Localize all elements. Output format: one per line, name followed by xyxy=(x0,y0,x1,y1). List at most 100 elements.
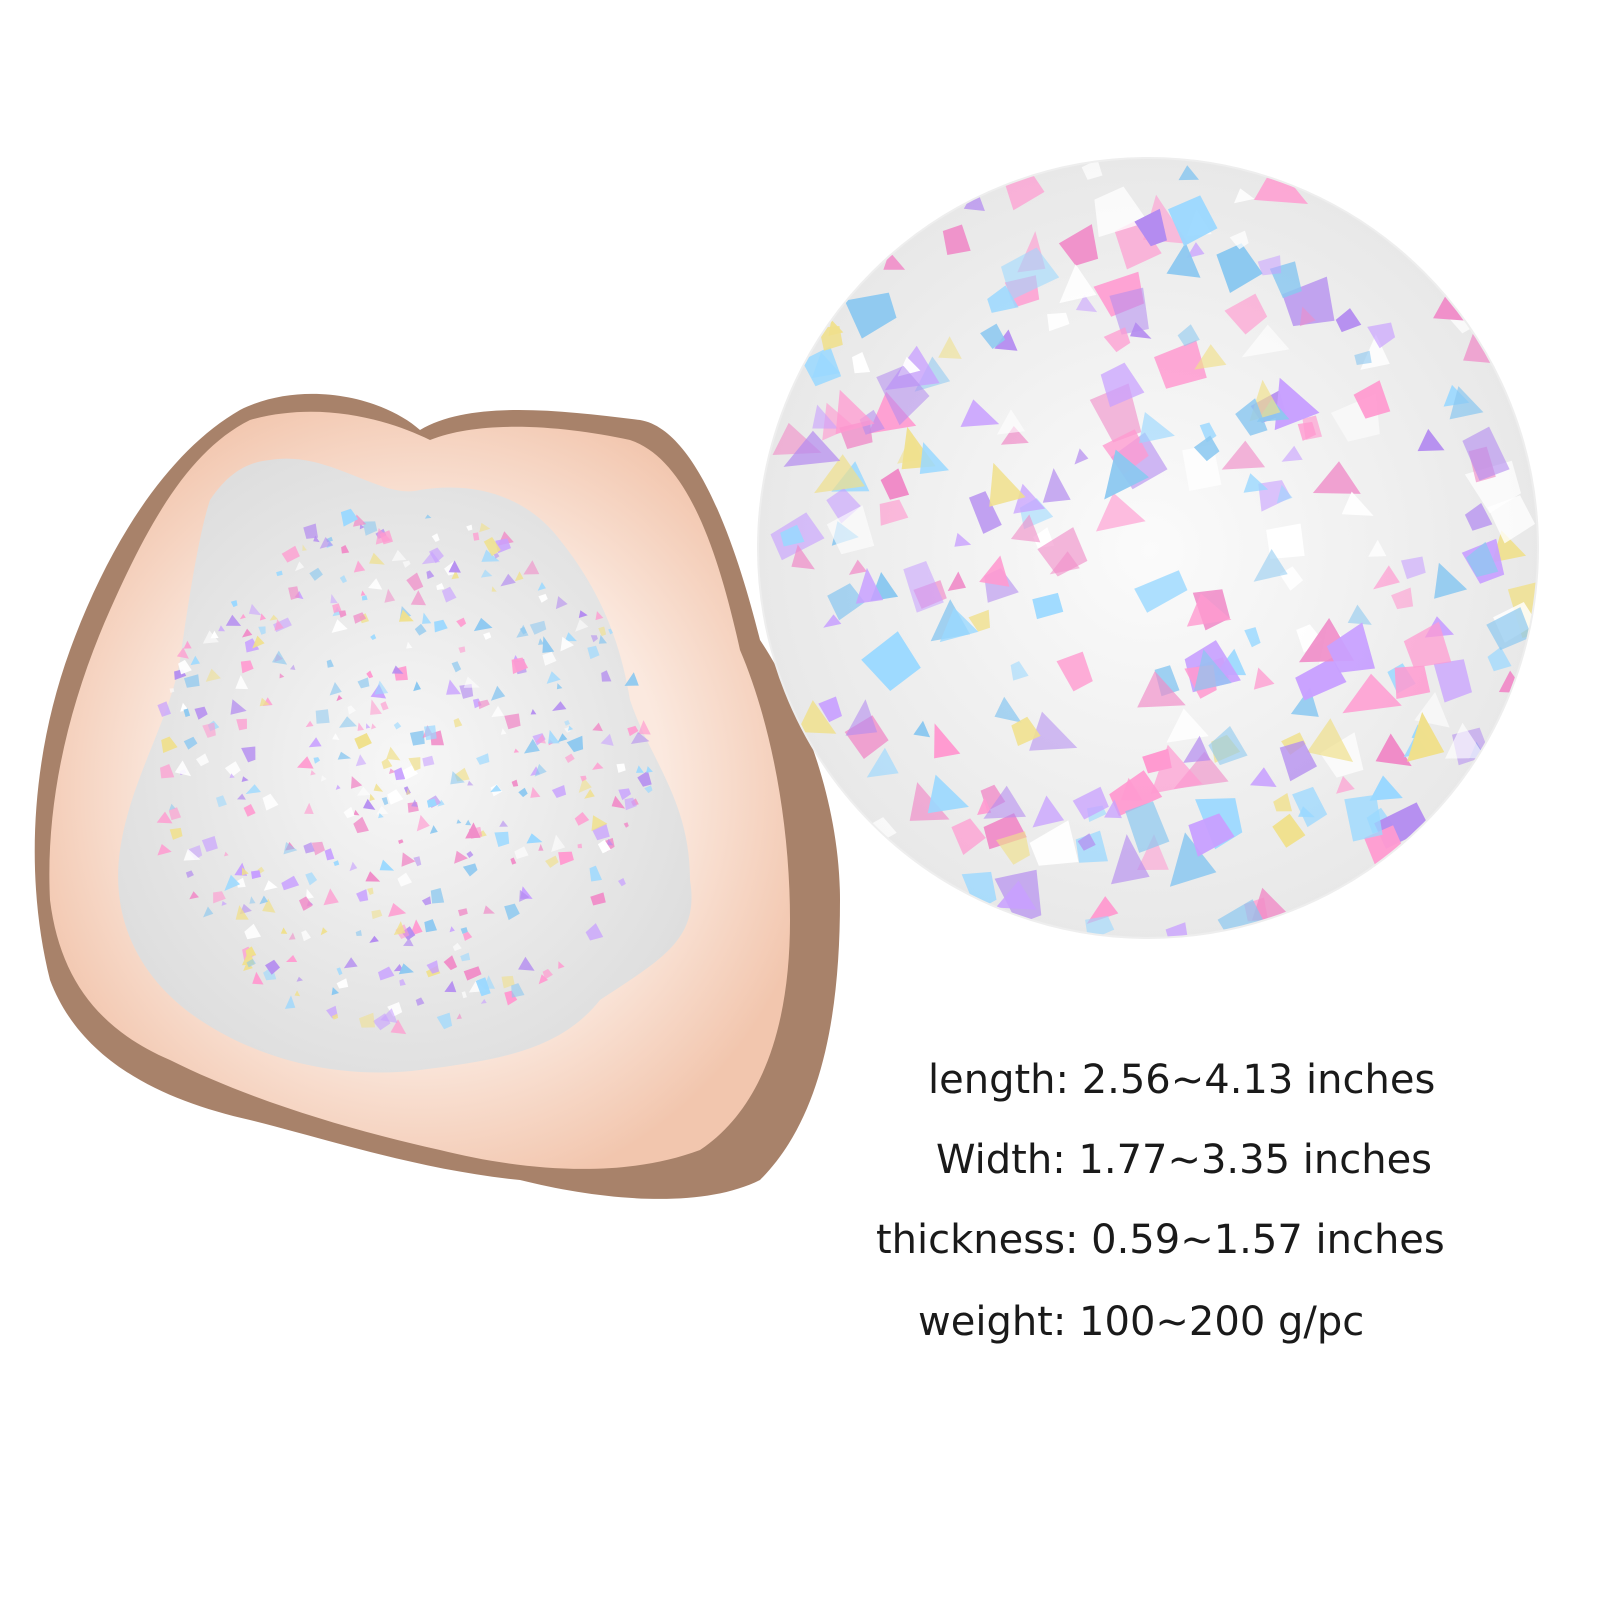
crystal xyxy=(366,670,374,679)
crystal xyxy=(336,694,343,702)
crystal xyxy=(249,896,256,904)
crystal xyxy=(187,845,203,860)
crystal xyxy=(1150,744,1203,794)
crystal xyxy=(1445,722,1486,759)
crystal xyxy=(1295,657,1347,701)
crystal xyxy=(224,851,229,857)
crystal xyxy=(491,586,497,592)
crystal xyxy=(1194,649,1232,692)
crystal xyxy=(996,409,1026,435)
crystal xyxy=(384,588,396,603)
crystal xyxy=(1134,570,1188,613)
crystal xyxy=(1178,165,1199,181)
crystal xyxy=(606,838,614,846)
crystal xyxy=(369,793,375,802)
crystal xyxy=(637,770,652,787)
crystal xyxy=(443,955,458,971)
crystal xyxy=(852,352,871,374)
crystal xyxy=(258,626,266,635)
crystal xyxy=(259,613,266,621)
crystal xyxy=(156,811,173,824)
crystal xyxy=(1075,294,1098,313)
crystal xyxy=(1183,735,1211,763)
crystal xyxy=(390,1019,407,1035)
crystal xyxy=(1032,795,1065,828)
crystal xyxy=(387,789,404,805)
crystal xyxy=(646,766,653,773)
crystal xyxy=(624,672,639,686)
crystal xyxy=(1253,667,1275,690)
crystal xyxy=(608,628,613,635)
crystal xyxy=(313,757,320,764)
crystal xyxy=(236,877,246,888)
crystal xyxy=(355,754,367,767)
crystal xyxy=(879,499,909,526)
crystal xyxy=(463,966,482,981)
crystal xyxy=(493,552,500,559)
crystal xyxy=(1081,159,1103,180)
crystal xyxy=(178,659,192,675)
crystal xyxy=(1001,247,1060,301)
crystal xyxy=(315,709,330,724)
crystal xyxy=(1342,673,1402,714)
crystal xyxy=(987,285,1019,313)
crystal xyxy=(1252,887,1293,921)
crystal xyxy=(160,764,175,779)
crystal xyxy=(491,705,504,718)
crystal xyxy=(542,636,555,653)
crystal xyxy=(398,609,414,622)
crystal xyxy=(623,822,629,828)
crystal xyxy=(473,617,493,632)
crystal xyxy=(359,524,365,530)
crystal xyxy=(876,365,930,426)
crystal xyxy=(616,763,626,773)
crystal xyxy=(280,927,288,934)
crystal xyxy=(243,804,256,817)
crystal xyxy=(283,842,298,855)
crystal xyxy=(431,533,440,542)
crystal xyxy=(461,991,467,999)
crystal xyxy=(203,906,214,918)
crystal xyxy=(526,833,543,844)
crystal xyxy=(305,872,318,886)
crystal xyxy=(1137,834,1169,870)
crystal xyxy=(366,723,371,729)
crystal xyxy=(638,720,651,735)
crystal xyxy=(452,942,462,952)
crystal xyxy=(1276,484,1293,504)
crystal xyxy=(644,785,653,794)
crystal xyxy=(1229,230,1249,250)
crystal xyxy=(444,980,457,993)
crystal xyxy=(224,874,241,891)
crystal xyxy=(490,784,502,793)
crystal xyxy=(472,532,480,541)
crystal xyxy=(1100,362,1145,408)
crystal xyxy=(1186,593,1232,627)
crystal xyxy=(1487,495,1535,544)
crystal xyxy=(262,898,276,913)
crystal xyxy=(462,863,478,877)
crystal xyxy=(251,870,261,879)
crystal xyxy=(248,603,262,616)
crystal xyxy=(252,971,264,985)
crystal xyxy=(1298,806,1315,818)
crystal xyxy=(538,593,548,603)
crystal xyxy=(1253,549,1288,582)
crystal xyxy=(301,930,311,942)
crystal xyxy=(490,685,506,701)
crystal xyxy=(514,846,529,859)
crystal xyxy=(1125,801,1170,853)
crystal xyxy=(1059,264,1097,304)
crystal xyxy=(1273,793,1292,812)
crystal xyxy=(341,545,350,554)
crystal xyxy=(241,746,256,763)
crystal xyxy=(483,537,501,557)
crystal xyxy=(436,583,445,591)
crystal xyxy=(564,632,577,642)
crystal xyxy=(398,963,414,975)
crystal xyxy=(281,875,300,891)
crystal xyxy=(229,773,235,778)
crystal xyxy=(783,430,841,467)
crystal xyxy=(410,590,426,606)
crystal xyxy=(551,834,566,852)
